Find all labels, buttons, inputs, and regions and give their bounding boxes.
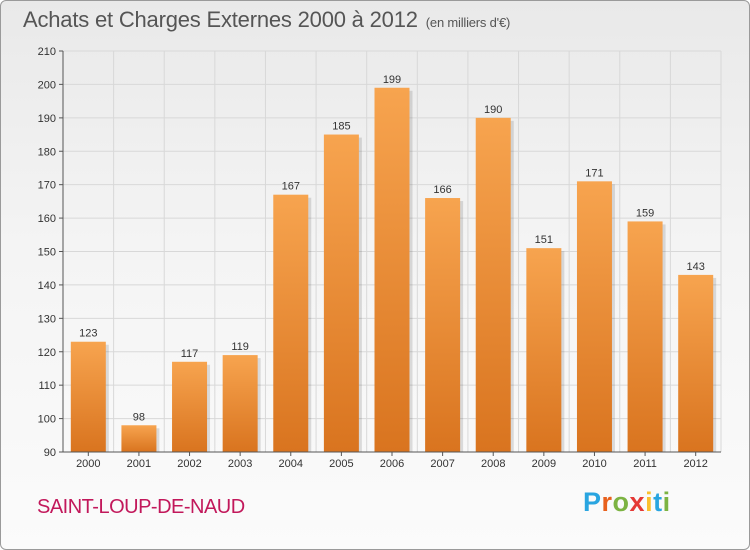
y-tick-label: 200	[38, 79, 56, 91]
x-tick-label-2001: 2001	[127, 458, 151, 470]
bar-2003	[222, 355, 258, 452]
value-label-2009: 151	[535, 234, 553, 246]
y-tick-label: 150	[38, 247, 56, 259]
axis-layer: 90 100 110 120 130 140 150 160 170 180 190 200 210 20…	[38, 46, 721, 470]
value-label-2012: 143	[687, 261, 705, 273]
city-label: SAINT-LOUP-DE-NAUD	[37, 496, 245, 518]
bar-2009	[526, 248, 562, 452]
value-label-2004: 167	[282, 181, 300, 193]
x-tick-label-2010: 2010	[582, 458, 606, 470]
bar-layer: 123 98 117 119 167 185 199 166 190 151 171 159 143	[70, 74, 717, 453]
bar-2000	[70, 341, 106, 452]
bar-2006	[374, 87, 410, 452]
bar-2012	[678, 274, 714, 452]
x-tick-label-2002: 2002	[177, 458, 201, 470]
y-tick-label: 140	[38, 280, 56, 292]
value-label-2008: 190	[484, 104, 502, 116]
x-tick-label-2000: 2000	[76, 458, 100, 470]
logo-letter: x	[629, 487, 646, 517]
value-label-2007: 166	[433, 184, 451, 196]
x-tick-label-2003: 2003	[228, 458, 252, 470]
logo-letter: o	[612, 487, 630, 517]
value-label-2005: 185	[332, 121, 350, 133]
y-tick-label: 210	[38, 46, 56, 58]
value-label-2003: 119	[231, 341, 249, 353]
y-tick-label: 90	[44, 447, 56, 459]
x-tick-label-2004: 2004	[279, 458, 303, 470]
bar-2002	[172, 361, 208, 452]
value-label-2006: 199	[383, 74, 401, 86]
x-tick-label-2005: 2005	[329, 458, 353, 470]
logo-letter: i	[662, 487, 671, 517]
y-tick-label: 100	[38, 414, 56, 426]
logo-letter: r	[601, 487, 613, 517]
bar-2007	[425, 198, 461, 452]
x-tick-label-2009: 2009	[532, 458, 556, 470]
logo-letter: i	[645, 487, 654, 517]
y-tick-label: 170	[38, 180, 56, 192]
y-tick-label: 120	[38, 347, 56, 359]
y-tick-label: 190	[38, 113, 56, 125]
bar-2001	[121, 425, 157, 452]
y-tick-label: 180	[38, 146, 56, 158]
value-label-2010: 171	[585, 167, 603, 179]
x-tick-label-2006: 2006	[380, 458, 404, 470]
logo-letter: P	[583, 487, 602, 517]
chart-title-text: Achats et Charges Externes 2000 à 2012	[23, 7, 418, 32]
chart-title: Achats et Charges Externes 2000 à 2012 (e…	[23, 7, 510, 33]
x-tick-label-2011: 2011	[633, 458, 657, 470]
value-label-2000: 123	[79, 328, 97, 340]
bar-2005	[323, 134, 359, 452]
x-tick-label-2008: 2008	[481, 458, 505, 470]
proxiti-logo: Proxiti	[583, 487, 671, 518]
bar-2010	[576, 181, 612, 452]
bar-2008	[475, 117, 511, 452]
y-tick-label: 130	[38, 313, 56, 325]
value-label-2011: 159	[636, 207, 654, 219]
bar-2004	[273, 194, 309, 453]
y-tick-label: 160	[38, 213, 56, 225]
value-label-2002: 117	[181, 348, 199, 360]
y-tick-label: 110	[38, 380, 56, 392]
x-tick-label-2012: 2012	[683, 458, 707, 470]
chart-subtitle: (en milliers d'€)	[425, 15, 511, 30]
value-label-2001: 98	[133, 411, 145, 423]
x-tick-label-2007: 2007	[430, 458, 454, 470]
bar-2011	[627, 221, 663, 452]
logo-letter: t	[653, 487, 663, 517]
